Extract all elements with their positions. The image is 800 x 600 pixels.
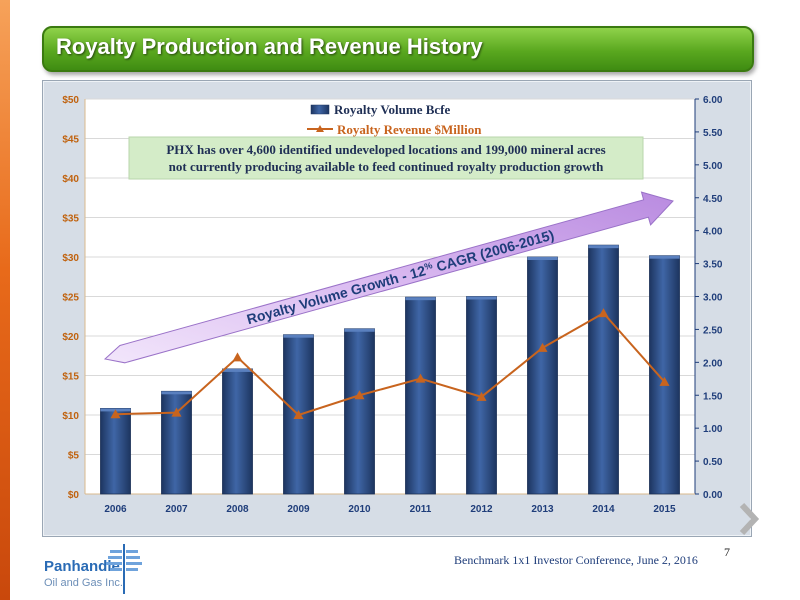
revenue-line [115, 311, 666, 417]
right-axis-tick-label: 5.00 [703, 161, 723, 172]
x-axis-tick-label: 2007 [165, 504, 188, 515]
revenue-marker [659, 376, 670, 386]
logo-name: Panhandle [44, 558, 120, 575]
volume-bar [588, 244, 619, 495]
revenue-marker [232, 352, 243, 362]
x-axis-tick-label: 2015 [653, 504, 676, 515]
legend-line-label: Royalty Revenue $Million [337, 122, 482, 137]
right-axis-tick-label: 2.50 [703, 325, 723, 336]
revenue-marker [537, 342, 548, 352]
right-axis-tick-label: 4.00 [703, 227, 723, 238]
revenue-marker [171, 407, 182, 417]
left-axis-tick-label: $50 [62, 95, 79, 106]
logo-subtitle: Oil and Gas Inc. [44, 577, 123, 589]
volume-bar [527, 256, 558, 495]
right-axis-tick-label: 6.00 [703, 95, 723, 106]
left-axis-tick-label: $30 [62, 253, 79, 264]
x-axis-tick-label: 2014 [592, 504, 615, 515]
volume-bar-cap [344, 328, 375, 332]
revenue-marker [293, 410, 304, 419]
right-axis-tick-label: 0.00 [703, 490, 723, 501]
volume-bar [100, 408, 131, 495]
x-axis-tick-label: 2013 [531, 504, 554, 515]
revenue-marker [415, 373, 426, 383]
revenue-marker [598, 308, 609, 318]
company-logo: Panhandle Oil and Gas Inc. [44, 544, 144, 596]
legend: Royalty Volume Bcfe Royalty Revenue $Mil… [307, 102, 482, 137]
chart-frame: $0 $5 $10 $15 $20 $25 $30 $35 $40 $45 $50 0.00 0.50… [42, 80, 752, 537]
left-axis-tick-label: $5 [68, 451, 80, 462]
revenue-marker [110, 409, 121, 419]
volume-bar [405, 296, 436, 495]
footer-text: Benchmark 1x1 Investor Conference, June … [454, 553, 698, 567]
x-axis-tick-label: 2010 [348, 504, 371, 515]
volume-bar-cap [161, 391, 192, 395]
x-axis-tick-label: 2012 [470, 504, 493, 515]
left-axis-tick-label: $10 [62, 411, 79, 422]
volume-bar-cap [588, 245, 619, 249]
left-axis-tick-label: $25 [62, 293, 79, 304]
left-axis-tick-label: $15 [62, 372, 79, 383]
right-axis-tick-label: 5.50 [703, 128, 723, 139]
volume-bar-cap [283, 334, 314, 338]
volume-bar-cap [527, 257, 558, 260]
left-accent-bar [0, 0, 10, 600]
right-axis-tick-label: 0.50 [703, 457, 723, 468]
next-slide-chevron-icon[interactable] [738, 502, 760, 536]
annotation-box: PHX has over 4,600 identified undevelope… [128, 136, 644, 180]
page-number: 7 [724, 545, 730, 559]
right-axis-tick-label: 3.00 [703, 293, 723, 304]
volume-bar [344, 328, 375, 495]
volume-bar [649, 255, 680, 495]
volume-bar [222, 368, 253, 495]
left-axis-tick-label: $40 [62, 174, 79, 185]
left-axis-tick-label: $45 [62, 135, 79, 146]
combo-chart: $0 $5 $10 $15 $20 $25 $30 $35 $40 $45 $50 0.00 0.50… [62, 95, 723, 515]
right-axis-tick-label: 1.50 [703, 391, 723, 402]
right-axis-tick-label: 2.00 [703, 358, 723, 369]
legend-bar-label: Royalty Volume Bcfe [334, 102, 451, 117]
title-banner: Royalty Production and Revenue History [42, 26, 754, 72]
revenue-marker [476, 391, 487, 401]
left-axis-tick-label: $35 [62, 214, 79, 225]
right-axis-tick-label: 1.00 [703, 424, 723, 435]
annotation-line-1: PHX has over 4,600 identified undevelope… [166, 142, 605, 157]
annotation-line-2: not currently producing available to fee… [169, 159, 604, 174]
page-title: Royalty Production and Revenue History [56, 34, 483, 59]
legend-marker [316, 125, 324, 132]
growth-arrow-percent: % [423, 260, 433, 272]
right-axis-tick-label: 3.50 [703, 260, 723, 271]
logo-derrick-icon [106, 544, 142, 594]
volume-bar-cap [405, 297, 436, 301]
x-axis-tick-label: 2011 [410, 504, 432, 515]
legend-bar-swatch [310, 104, 330, 115]
left-axis-tick-label: $0 [68, 490, 80, 501]
volume-bar-cap [649, 255, 680, 259]
volume-bar-cap [466, 296, 497, 300]
right-axis-tick-label: 4.50 [703, 194, 723, 205]
revenue-marker [354, 390, 365, 400]
left-axis-tick-label: $20 [62, 332, 79, 343]
x-axis-tick-label: 2006 [104, 504, 127, 515]
volume-bar-cap [222, 368, 253, 372]
volume-bar [161, 390, 192, 495]
x-axis-tick-label: 2009 [287, 504, 310, 515]
x-axis-tick-label: 2008 [226, 504, 249, 515]
